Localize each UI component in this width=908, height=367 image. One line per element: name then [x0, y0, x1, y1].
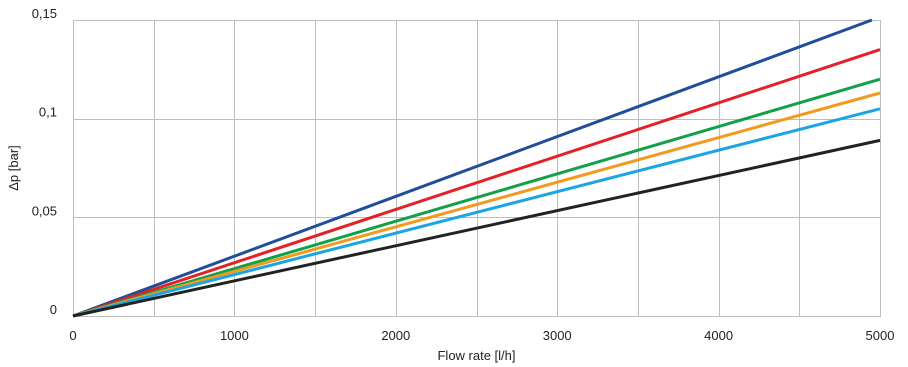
x-axis-label: Flow rate [l/h] [437, 348, 515, 363]
series-line-5 [72, 107, 881, 318]
x-tick-label: 3000 [543, 328, 572, 343]
y-tick-label: 0,15 [32, 6, 57, 21]
tick-labels: 0 1000 2000 3000 4000 5000 0 0,05 0,1 0,15 [32, 6, 895, 343]
x-tick-label: 5000 [866, 328, 895, 343]
series-line-2 [72, 48, 881, 318]
series-line-6 [72, 138, 881, 318]
x-tick-label: 0 [69, 328, 76, 343]
y-axis-label: Δp [bar] [6, 145, 21, 191]
x-tick-label: 2000 [381, 328, 410, 343]
y-tick-label: 0 [50, 302, 57, 317]
y-tick-label: 0,1 [39, 105, 57, 120]
x-tick-label: 4000 [704, 328, 733, 343]
series-line-1 [72, 18, 873, 318]
series-line-3 [72, 77, 881, 318]
y-tick-label: 0,05 [32, 203, 57, 218]
plot-frame [73, 20, 881, 317]
x-tick-label: 1000 [220, 328, 249, 343]
series-lines [72, 18, 881, 318]
series-line-4 [72, 91, 881, 318]
